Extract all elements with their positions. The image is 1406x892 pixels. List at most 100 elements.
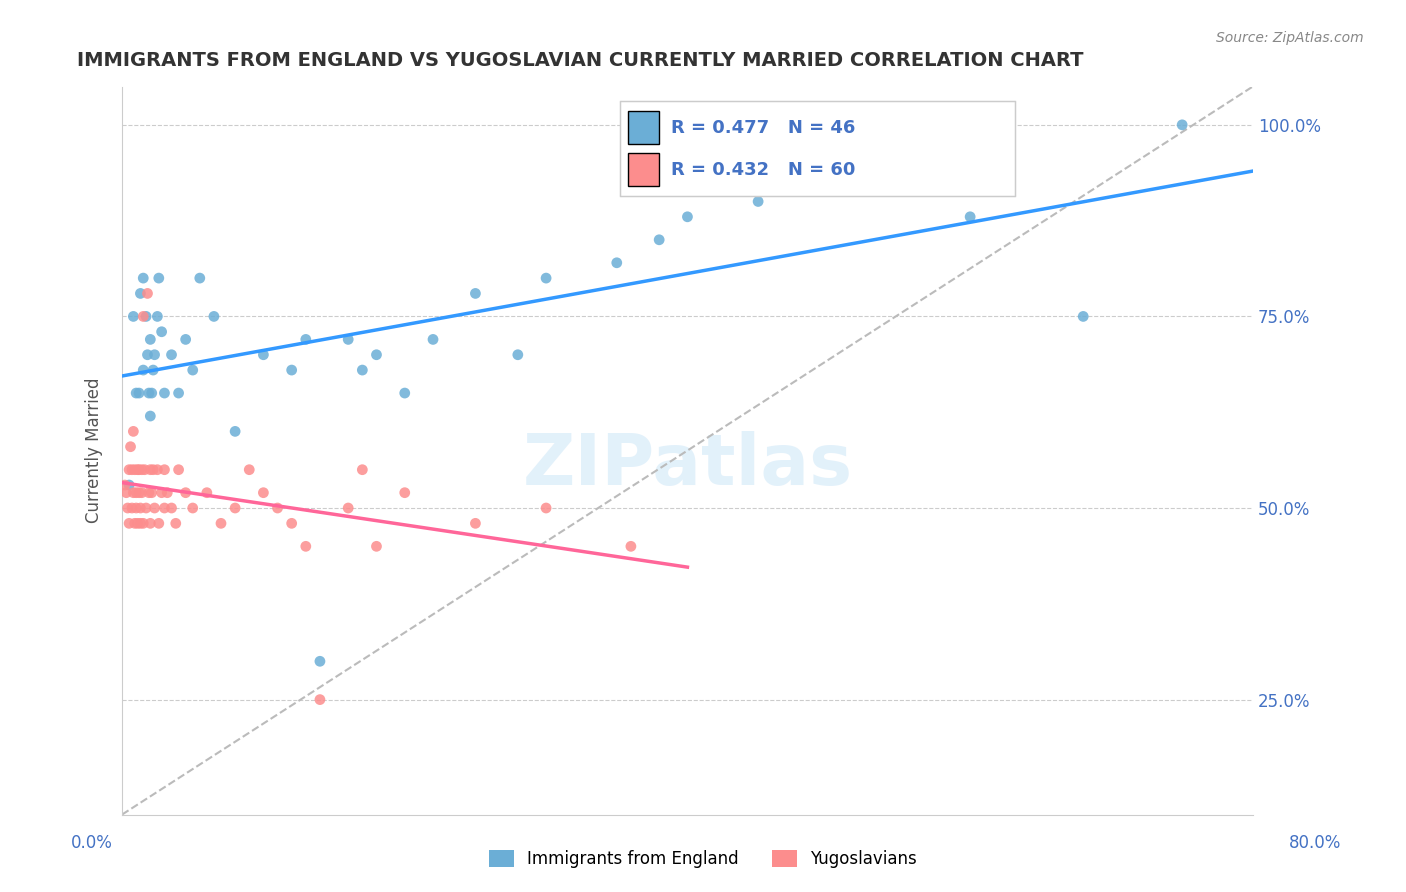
Point — [132, 516, 155, 531]
Point — [121, 463, 143, 477]
Point — [352, 363, 374, 377]
Point — [128, 463, 150, 477]
Point — [139, 516, 162, 531]
Point — [117, 501, 139, 516]
Text: Source: ZipAtlas.com: Source: ZipAtlas.com — [1216, 31, 1364, 45]
Text: ZIPatlas: ZIPatlas — [523, 431, 852, 500]
Point — [156, 485, 179, 500]
Point — [131, 485, 153, 500]
Point — [127, 463, 149, 477]
Point — [138, 386, 160, 401]
Point — [122, 485, 145, 500]
Point — [534, 501, 557, 516]
Point — [118, 478, 141, 492]
Point — [422, 333, 444, 347]
Legend: Immigrants from England, Yugoslavians: Immigrants from England, Yugoslavians — [482, 843, 924, 875]
Point — [620, 539, 643, 553]
Point — [136, 348, 159, 362]
Point — [150, 325, 173, 339]
Point — [153, 501, 176, 516]
Point — [160, 501, 183, 516]
Point — [309, 692, 332, 706]
Text: IMMIGRANTS FROM ENGLAND VS YUGOSLAVIAN CURRENTLY MARRIED CORRELATION CHART: IMMIGRANTS FROM ENGLAND VS YUGOSLAVIAN C… — [77, 51, 1083, 70]
Point — [143, 348, 166, 362]
Point — [648, 233, 671, 247]
Point — [160, 348, 183, 362]
Point — [252, 485, 274, 500]
Point — [153, 463, 176, 477]
Point — [131, 463, 153, 477]
Point — [118, 516, 141, 531]
Point — [1071, 310, 1094, 324]
Point — [121, 501, 143, 516]
Point — [135, 501, 157, 516]
Point — [136, 286, 159, 301]
Point — [464, 286, 486, 301]
Point — [676, 210, 699, 224]
Point — [1171, 118, 1194, 132]
Point — [959, 210, 981, 224]
Point — [464, 516, 486, 531]
Point — [167, 386, 190, 401]
Point — [120, 440, 142, 454]
Point — [294, 333, 316, 347]
Point — [141, 386, 163, 401]
Point — [394, 485, 416, 500]
Point — [125, 386, 148, 401]
Point — [366, 348, 388, 362]
Point — [122, 310, 145, 324]
Y-axis label: Currently Married: Currently Married — [86, 378, 103, 524]
Point — [138, 485, 160, 500]
Point — [238, 463, 260, 477]
Point — [125, 485, 148, 500]
Point — [174, 485, 197, 500]
Point — [122, 425, 145, 439]
Point — [129, 516, 152, 531]
Point — [266, 501, 288, 516]
Point — [280, 516, 302, 531]
Point — [294, 539, 316, 553]
Point — [534, 271, 557, 285]
Point — [280, 363, 302, 377]
Point — [125, 501, 148, 516]
Point — [143, 501, 166, 516]
Point — [148, 271, 170, 285]
Point — [817, 179, 839, 194]
Point — [506, 348, 529, 362]
Point — [135, 310, 157, 324]
Point — [202, 310, 225, 324]
Point — [148, 516, 170, 531]
Point — [174, 333, 197, 347]
Point — [337, 501, 360, 516]
Point — [146, 310, 169, 324]
Point — [153, 386, 176, 401]
Point — [337, 333, 360, 347]
Point — [142, 463, 165, 477]
Point — [224, 501, 246, 516]
Point — [124, 516, 146, 531]
Point — [150, 485, 173, 500]
Point — [139, 333, 162, 347]
Point — [132, 310, 155, 324]
Point — [134, 463, 156, 477]
Text: 80.0%: 80.0% — [1288, 834, 1341, 852]
Point — [139, 409, 162, 423]
Point — [114, 478, 136, 492]
Point — [132, 363, 155, 377]
Point — [115, 485, 138, 500]
Point — [167, 463, 190, 477]
Point — [195, 485, 218, 500]
Point — [181, 501, 204, 516]
Point — [366, 539, 388, 553]
Point — [129, 286, 152, 301]
Point — [129, 501, 152, 516]
Point — [146, 463, 169, 477]
Point — [132, 271, 155, 285]
Point — [165, 516, 187, 531]
Point — [128, 485, 150, 500]
Point — [352, 463, 374, 477]
Point — [606, 256, 628, 270]
Point — [139, 463, 162, 477]
Point — [252, 348, 274, 362]
Point — [747, 194, 769, 209]
